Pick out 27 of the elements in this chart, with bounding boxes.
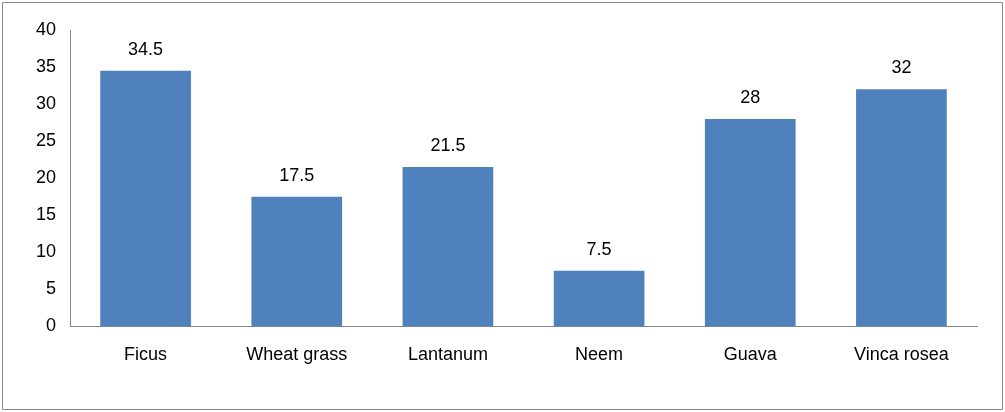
- bar: [100, 70, 191, 327]
- data-label: 32: [891, 57, 912, 78]
- data-label: 21.5: [430, 135, 466, 156]
- bar: [856, 89, 947, 327]
- bar: [704, 118, 796, 327]
- x-tick-label: Neem: [575, 344, 624, 365]
- x-tick-label: Ficus: [124, 344, 168, 365]
- bar: [553, 270, 645, 327]
- data-label: 34.5: [128, 38, 164, 59]
- bar: [251, 196, 343, 327]
- y-tick-label: 15: [35, 204, 57, 225]
- y-tick-label: 10: [35, 241, 57, 262]
- y-tick-label: 30: [35, 93, 57, 114]
- x-tick-label: Vinca rosea: [854, 344, 950, 365]
- x-tick-label: Wheat grass: [246, 344, 348, 365]
- y-tick-label: 25: [35, 130, 57, 151]
- bar: [402, 167, 494, 327]
- y-tick-label: 40: [35, 18, 57, 39]
- y-tick-label: 5: [46, 278, 57, 299]
- x-tick-label: Guava: [723, 344, 778, 365]
- y-tick-label: 0: [46, 315, 57, 336]
- y-tick-label: 35: [35, 56, 57, 77]
- x-tick-label: Lantanum: [407, 344, 488, 365]
- data-label: 17.5: [279, 164, 315, 185]
- y-tick-label: 20: [35, 167, 57, 188]
- data-label: 28: [740, 86, 761, 107]
- data-label: 7.5: [586, 238, 612, 259]
